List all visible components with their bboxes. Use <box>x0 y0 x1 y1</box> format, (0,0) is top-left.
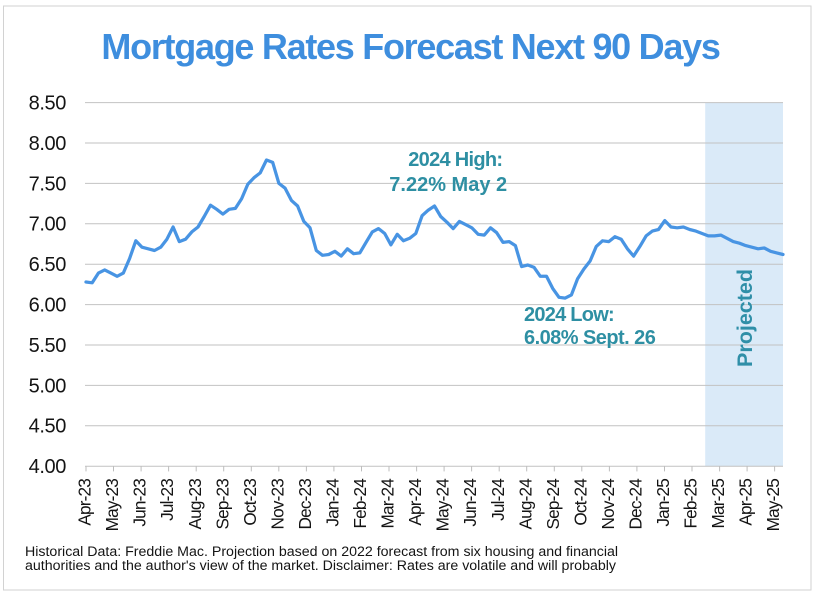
svg-text:5.50: 5.50 <box>29 335 67 357</box>
svg-text:7.50: 7.50 <box>29 173 67 195</box>
svg-text:Jun-23: Jun-23 <box>130 479 150 527</box>
svg-text:Jan-24: Jan-24 <box>323 478 343 527</box>
svg-text:Oct-23: Oct-23 <box>240 479 260 526</box>
svg-text:4.50: 4.50 <box>29 416 67 438</box>
svg-text:Jan-25: Jan-25 <box>653 479 673 527</box>
svg-text:Sep-23: Sep-23 <box>212 479 232 530</box>
svg-text:authorities and the author's v: authorities and the author's view of the… <box>25 558 617 574</box>
svg-text:Historical Data: Freddie Mac.: Historical Data: Freddie Mac. Projection… <box>25 544 618 560</box>
svg-text:Mar-24: Mar-24 <box>378 478 398 529</box>
svg-text:Projected: Projected <box>733 269 757 367</box>
svg-text:6.00: 6.00 <box>29 295 67 317</box>
svg-text:May-23: May-23 <box>102 479 122 532</box>
svg-text:Dec-24: Dec-24 <box>626 478 646 530</box>
svg-text:Apr-24: Apr-24 <box>405 478 425 526</box>
svg-text:2024 High:: 2024 High: <box>408 149 502 171</box>
svg-text:May-24: May-24 <box>433 478 453 532</box>
svg-text:Oct-24: Oct-24 <box>570 478 590 526</box>
svg-text:7.00: 7.00 <box>29 214 67 236</box>
svg-text:Mortgage Rates Forecast Next 9: Mortgage Rates Forecast Next 90 Days <box>101 26 719 67</box>
svg-text:6.50: 6.50 <box>29 254 67 276</box>
svg-text:8.00: 8.00 <box>29 133 67 155</box>
svg-text:4.00: 4.00 <box>29 456 67 478</box>
svg-text:Mar-25: Mar-25 <box>708 479 728 529</box>
svg-text:Jul-24: Jul-24 <box>488 478 508 521</box>
svg-text:Feb-25: Feb-25 <box>681 479 701 529</box>
svg-text:Feb-24: Feb-24 <box>350 478 370 529</box>
svg-text:Sep-24: Sep-24 <box>543 478 563 530</box>
svg-text:5.00: 5.00 <box>29 375 67 397</box>
svg-text:2024 Low:: 2024 Low: <box>524 304 614 326</box>
svg-text:Aug-23: Aug-23 <box>185 479 205 530</box>
svg-text:Apr-25: Apr-25 <box>736 479 756 526</box>
svg-text:7.22% May 2: 7.22% May 2 <box>389 174 507 196</box>
svg-text:Apr-23: Apr-23 <box>75 479 95 526</box>
svg-text:May-25: May-25 <box>763 479 783 532</box>
svg-text:Nov-24: Nov-24 <box>598 478 618 530</box>
svg-text:8.50: 8.50 <box>29 93 67 115</box>
svg-text:Jul-23: Jul-23 <box>157 479 177 521</box>
svg-text:Jun-24: Jun-24 <box>460 478 480 527</box>
svg-text:Dec-23: Dec-23 <box>295 479 315 530</box>
svg-text:Aug-24: Aug-24 <box>515 478 535 530</box>
svg-text:Nov-23: Nov-23 <box>267 479 287 530</box>
svg-text:6.08% Sept. 26: 6.08% Sept. 26 <box>524 327 656 349</box>
